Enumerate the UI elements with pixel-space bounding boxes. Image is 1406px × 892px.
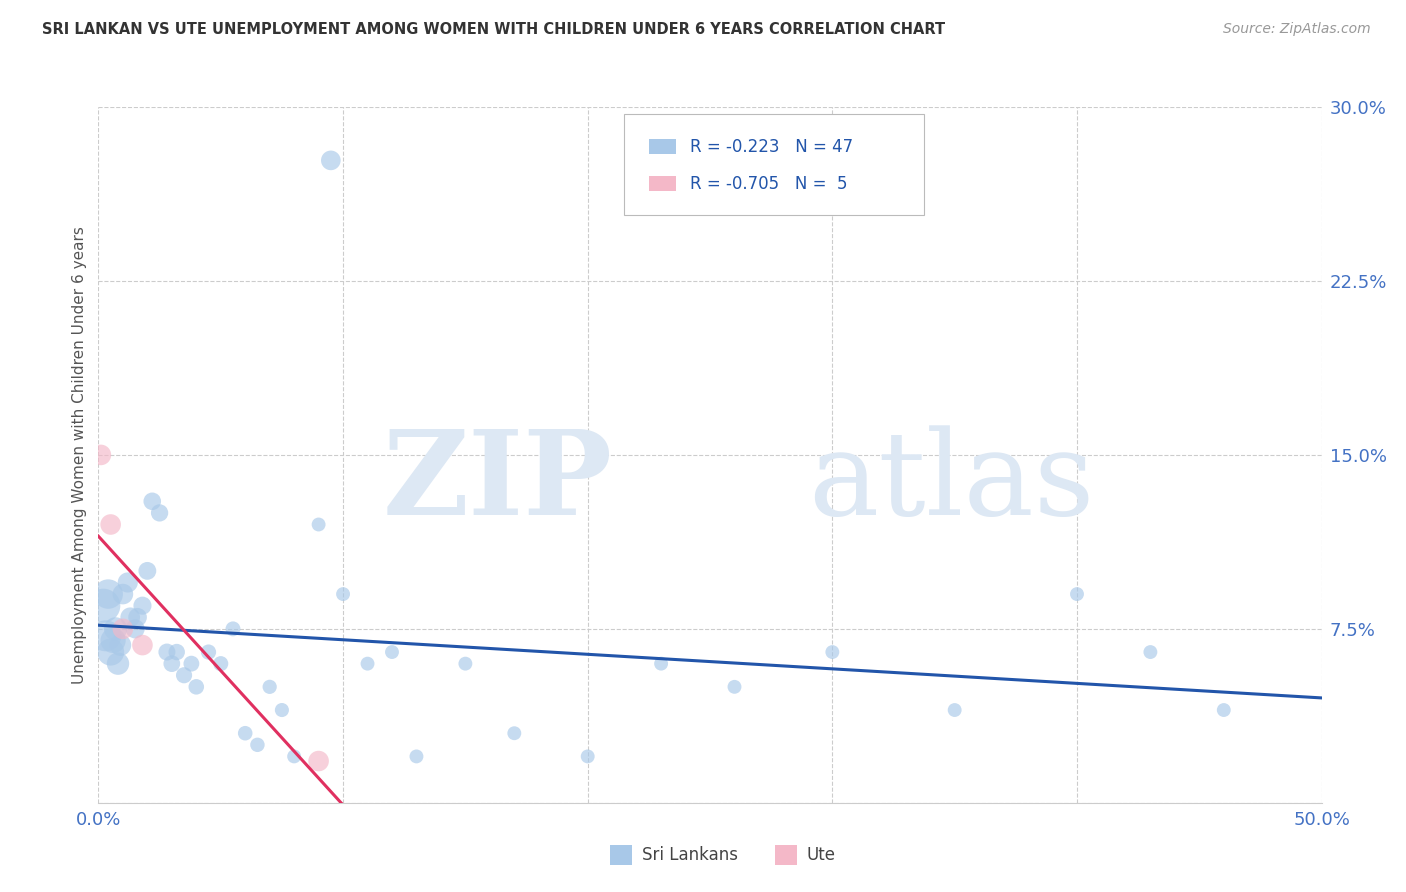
Point	[308, 517, 330, 532]
FancyBboxPatch shape	[624, 114, 924, 215]
Point	[381, 645, 404, 659]
Point	[222, 622, 245, 636]
Point	[94, 629, 117, 643]
Point	[943, 703, 966, 717]
Point	[101, 633, 124, 648]
Point	[723, 680, 745, 694]
Bar	[610, 846, 631, 864]
Text: Source: ZipAtlas.com: Source: ZipAtlas.com	[1223, 22, 1371, 37]
Point	[120, 610, 142, 624]
Point	[110, 638, 132, 652]
Point	[503, 726, 526, 740]
Text: R = -0.223   N = 47: R = -0.223 N = 47	[690, 137, 853, 156]
Point	[100, 517, 122, 532]
Point	[104, 622, 127, 636]
Point	[117, 575, 139, 590]
Bar	[648, 139, 676, 154]
Point	[259, 680, 281, 694]
Point	[209, 657, 232, 671]
Point	[97, 587, 120, 601]
Text: atlas: atlas	[808, 425, 1094, 541]
Point	[100, 645, 122, 659]
Point	[136, 564, 159, 578]
Point	[141, 494, 163, 508]
Point	[107, 657, 129, 671]
Y-axis label: Unemployment Among Women with Children Under 6 years: Unemployment Among Women with Children U…	[72, 226, 87, 684]
Bar	[648, 176, 676, 191]
Point	[166, 645, 188, 659]
Point	[156, 645, 179, 659]
Point	[270, 703, 294, 717]
Point	[576, 749, 599, 764]
Point	[246, 738, 269, 752]
Point	[1066, 587, 1088, 601]
Point	[131, 638, 153, 652]
Point	[233, 726, 256, 740]
Point	[332, 587, 354, 601]
Point	[90, 448, 112, 462]
Point	[283, 749, 305, 764]
Point	[356, 657, 378, 671]
Point	[149, 506, 172, 520]
Point	[127, 610, 149, 624]
Point	[1212, 703, 1234, 717]
Text: SRI LANKAN VS UTE UNEMPLOYMENT AMONG WOMEN WITH CHILDREN UNDER 6 YEARS CORRELATI: SRI LANKAN VS UTE UNEMPLOYMENT AMONG WOM…	[42, 22, 945, 37]
Point	[91, 599, 114, 613]
Point	[111, 587, 134, 601]
Point	[1139, 645, 1161, 659]
Point	[319, 153, 342, 168]
Point	[180, 657, 202, 671]
Point	[454, 657, 477, 671]
Point	[308, 754, 330, 768]
Text: ZIP: ZIP	[382, 425, 612, 541]
Point	[124, 622, 146, 636]
Bar	[775, 846, 797, 864]
Text: Sri Lankans: Sri Lankans	[641, 846, 738, 864]
Text: R = -0.705   N =  5: R = -0.705 N = 5	[690, 175, 848, 193]
Point	[173, 668, 195, 682]
Point	[160, 657, 183, 671]
Point	[821, 645, 844, 659]
Point	[186, 680, 208, 694]
Point	[650, 657, 672, 671]
Point	[405, 749, 427, 764]
Point	[197, 645, 219, 659]
Text: Ute: Ute	[807, 846, 835, 864]
Point	[111, 622, 134, 636]
Point	[131, 599, 153, 613]
